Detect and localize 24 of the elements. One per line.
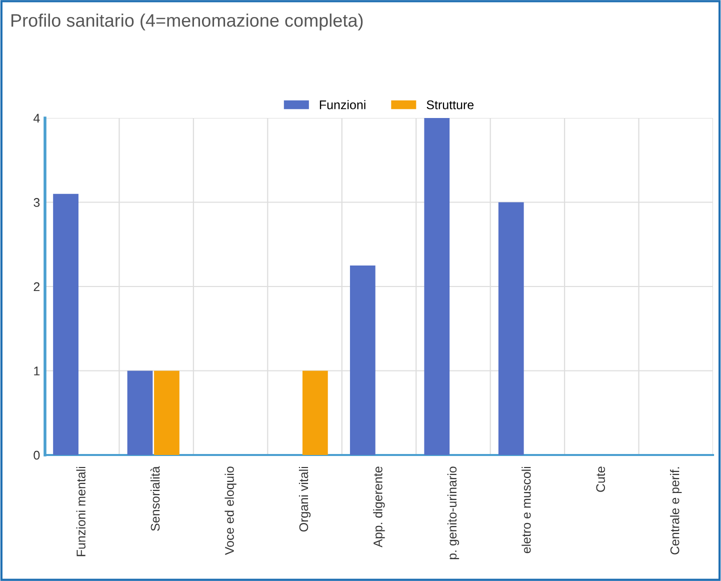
y-tick-label: 3 (34, 198, 40, 207)
chart-title: Profilo sanitario (4=menomazione completa) (11, 14, 363, 30)
x-tick-label: Centrale e perif. (670, 467, 682, 554)
bar (302, 370, 328, 455)
bar (53, 194, 78, 455)
x-tick-label: Voce ed eloquio (224, 466, 236, 556)
x-tick-label: Funzioni mentali (76, 466, 86, 556)
bar (424, 118, 450, 455)
bar (498, 202, 524, 455)
bar (127, 370, 153, 455)
bar (154, 370, 180, 455)
x-tick-label: Organi vitali (298, 466, 311, 532)
x-tick-label: eletro e muscoli (522, 466, 531, 554)
legend-label: Funzioni (320, 100, 366, 110)
x-tick-label: p. genito-urinario (447, 466, 460, 560)
x-tick-label: App. digerente (373, 466, 385, 548)
y-tick-label: 4 (33, 114, 40, 123)
legend-label: Strutture (426, 100, 474, 110)
y-tick-label: 0 (34, 450, 40, 460)
y-tick-label: 1 (34, 366, 40, 376)
bar (350, 265, 376, 455)
x-tick-label: Cute (596, 466, 606, 492)
x-tick-label: Sensorialità (150, 466, 160, 531)
y-tick-label: 2 (34, 282, 40, 292)
